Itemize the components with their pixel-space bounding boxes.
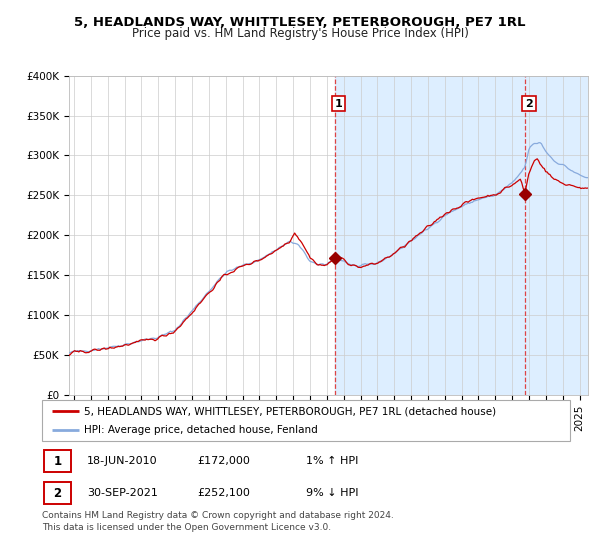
FancyBboxPatch shape bbox=[44, 450, 71, 472]
Text: £172,000: £172,000 bbox=[198, 456, 251, 466]
Text: £252,100: £252,100 bbox=[198, 488, 251, 498]
Text: 18-JUN-2010: 18-JUN-2010 bbox=[87, 456, 158, 466]
Text: 2: 2 bbox=[53, 487, 61, 500]
Text: HPI: Average price, detached house, Fenland: HPI: Average price, detached house, Fenl… bbox=[84, 425, 318, 435]
Text: 5, HEADLANDS WAY, WHITTLESEY, PETERBOROUGH, PE7 1RL (detached house): 5, HEADLANDS WAY, WHITTLESEY, PETERBOROU… bbox=[84, 407, 496, 416]
Text: Contains HM Land Registry data © Crown copyright and database right 2024.
This d: Contains HM Land Registry data © Crown c… bbox=[42, 511, 394, 531]
Text: Price paid vs. HM Land Registry's House Price Index (HPI): Price paid vs. HM Land Registry's House … bbox=[131, 27, 469, 40]
FancyBboxPatch shape bbox=[42, 400, 570, 441]
Text: 1% ↑ HPI: 1% ↑ HPI bbox=[306, 456, 358, 466]
Text: 2: 2 bbox=[525, 99, 533, 109]
Text: 1: 1 bbox=[335, 99, 343, 109]
Text: 9% ↓ HPI: 9% ↓ HPI bbox=[306, 488, 359, 498]
Bar bbox=[335, 76, 600, 395]
Text: 5, HEADLANDS WAY, WHITTLESEY, PETERBOROUGH, PE7 1RL: 5, HEADLANDS WAY, WHITTLESEY, PETERBOROU… bbox=[74, 16, 526, 29]
Text: 30-SEP-2021: 30-SEP-2021 bbox=[87, 488, 158, 498]
Text: 1: 1 bbox=[53, 455, 61, 468]
FancyBboxPatch shape bbox=[44, 482, 71, 505]
